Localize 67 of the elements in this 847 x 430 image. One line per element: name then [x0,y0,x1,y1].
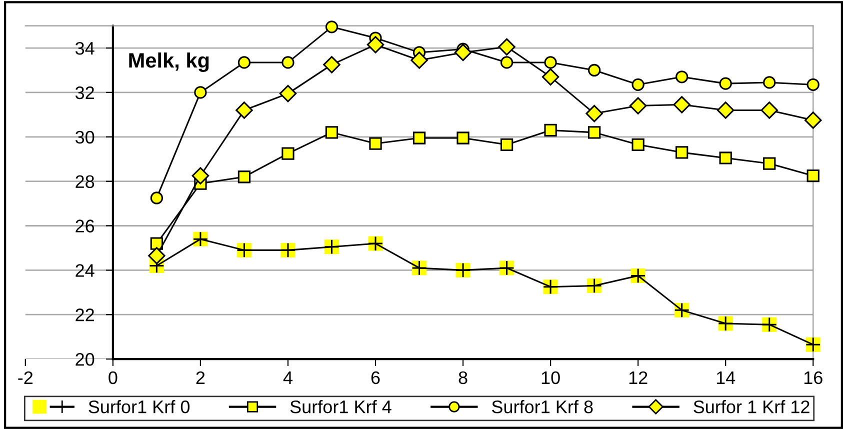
x-tick-label: 12 [629,371,648,384]
point [325,20,338,34]
point [632,138,644,151]
point [500,138,514,151]
y-tick-label: 32 [75,86,94,100]
x-tick-label: 14 [716,372,736,384]
point [760,102,778,119]
point [498,38,516,56]
x-tick-label: -2 [18,371,33,384]
legend-label: Surfor1 Krf 8 [492,400,593,414]
point [238,56,251,69]
point [586,104,603,122]
point [544,56,557,69]
y-tick-label: 22 [76,308,94,322]
point [236,102,253,119]
point [676,146,688,159]
y-tick-label: 20 [76,352,94,366]
y-tick-label: 26 [76,220,94,232]
point [366,36,384,54]
point [410,52,428,69]
annotation: Melk, kg [129,52,209,72]
x-tick-label: 6 [371,371,380,384]
legend-label: Surfor1 Krf 0 [88,400,190,414]
point [192,167,210,184]
x-tick-label: 16 [804,371,822,384]
point [456,132,470,144]
y-tick-label: 28 [76,175,94,188]
point [588,64,601,77]
point [369,137,382,150]
x-tick-label: 0 [108,371,118,384]
point [279,84,297,102]
point [806,169,820,182]
point [632,78,644,91]
point [676,70,688,84]
point [282,147,294,160]
point [544,124,557,137]
point [194,86,207,99]
y-tick-label: 30 [75,130,94,144]
point [148,247,166,264]
point [629,97,647,114]
point [325,126,338,139]
x-tick-label: 4 [283,372,292,384]
y-tick-label: 24 [76,264,94,277]
legend-label: Surfor 1 Krf 12 [694,400,810,414]
point [282,56,294,69]
point [763,76,776,89]
point [588,126,601,139]
point [673,96,690,114]
y-tick-label: 34 [75,42,94,55]
point [804,112,822,129]
x-tick-label: 8 [458,371,468,384]
point [150,192,164,204]
point [542,68,560,86]
point [323,56,340,74]
point [150,237,164,250]
legend-label: Surfor1 Krf 4 [290,400,392,414]
x-tick-label: 10 [542,371,560,384]
point [500,56,514,69]
point [806,78,820,91]
x-tick-label: 2 [196,371,205,384]
point [412,132,426,144]
point [454,44,472,62]
point [716,102,734,119]
point [719,77,732,90]
point [719,152,732,164]
point [238,170,251,184]
point [763,157,776,170]
